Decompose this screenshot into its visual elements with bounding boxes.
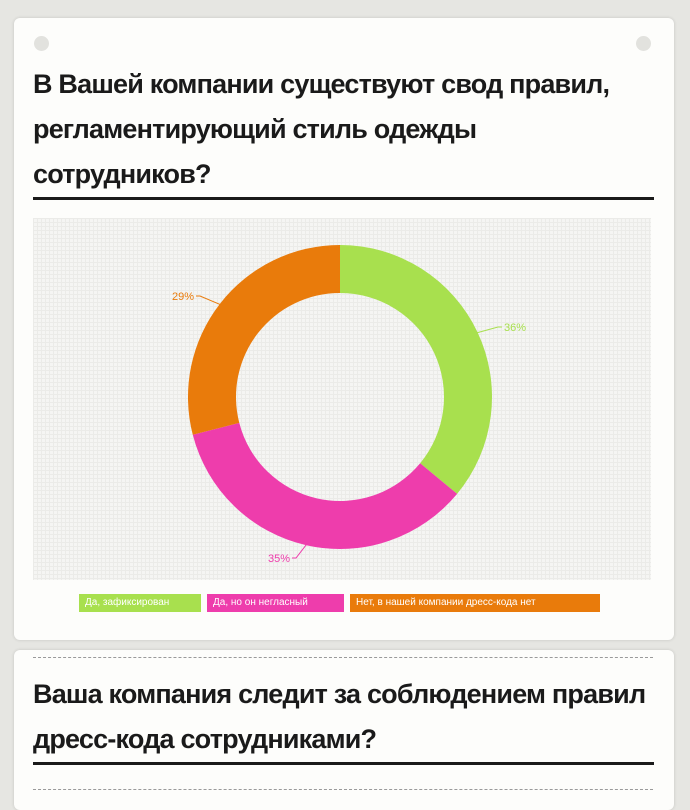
question-2-title-line-2: дресс-кода сотрудниками? <box>33 724 377 754</box>
question-2-title-line-1: Ваша компания следит за соблюдением прав… <box>33 679 646 709</box>
legend-label-fixed: Да, зафиксирован <box>85 597 170 608</box>
question-2-underline <box>33 762 654 765</box>
dashed-divider-2 <box>33 789 653 790</box>
question-1-title-line-3: сотрудников? <box>33 159 212 189</box>
question-card-2 <box>14 650 674 810</box>
question-1-title-line-2: регламентирующий стиль одежды <box>33 114 477 144</box>
legend-label-unspoken: Да, но он негласный <box>213 597 308 608</box>
question-1-underline <box>33 197 654 200</box>
legend-label-none: Нет, в нашей компании дресс-кода нет <box>356 597 536 608</box>
legend-item-unspoken: Да, но он негласный <box>207 594 344 612</box>
punch-hole-right <box>636 36 651 51</box>
question-1-title: В Вашей компании существуют свод правил,… <box>33 62 656 197</box>
legend-item-none: Нет, в нашей компании дресс-кода нет <box>350 594 600 612</box>
legend-item-fixed: Да, зафиксирован <box>79 594 201 612</box>
chart-plot-area <box>33 218 651 580</box>
question-1-title-line-1: В Вашей компании существуют свод правил, <box>33 69 610 99</box>
punch-hole-left <box>34 36 49 51</box>
dashed-divider-1 <box>33 657 653 658</box>
question-2-title: Ваша компания следит за соблюдением прав… <box>33 672 656 762</box>
